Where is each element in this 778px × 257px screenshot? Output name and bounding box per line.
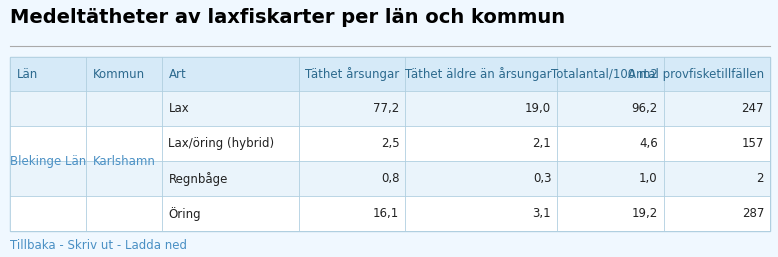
Text: 0,3: 0,3 bbox=[533, 172, 552, 185]
Text: Täthet årsungar: Täthet årsungar bbox=[305, 67, 399, 81]
FancyBboxPatch shape bbox=[10, 57, 770, 91]
Text: 19,2: 19,2 bbox=[632, 207, 657, 220]
Text: Lax: Lax bbox=[169, 103, 189, 115]
Text: Totalantal/100 m2: Totalantal/100 m2 bbox=[551, 68, 657, 80]
Text: Regnbåge: Regnbåge bbox=[169, 172, 228, 186]
Text: 96,2: 96,2 bbox=[632, 103, 657, 115]
Text: 4,6: 4,6 bbox=[639, 137, 657, 150]
FancyBboxPatch shape bbox=[10, 161, 770, 196]
Text: Täthet äldre än årsungar: Täthet äldre än årsungar bbox=[405, 67, 552, 81]
Text: 0,8: 0,8 bbox=[380, 172, 399, 185]
Text: Medeltätheter av laxfiskarter per län och kommun: Medeltätheter av laxfiskarter per län oc… bbox=[10, 8, 566, 27]
Text: 157: 157 bbox=[741, 137, 764, 150]
Text: Län: Län bbox=[16, 68, 38, 80]
Text: Kommun: Kommun bbox=[93, 68, 145, 80]
Text: Karlshamn: Karlshamn bbox=[93, 155, 156, 168]
Text: 247: 247 bbox=[741, 103, 764, 115]
Text: 19,0: 19,0 bbox=[525, 103, 552, 115]
Text: Blekinge Län: Blekinge Län bbox=[10, 155, 86, 168]
Text: 287: 287 bbox=[741, 207, 764, 220]
Text: Antal provfisketillfällen: Antal provfisketillfällen bbox=[628, 68, 764, 80]
Text: Lax/öring (hybrid): Lax/öring (hybrid) bbox=[169, 137, 275, 150]
Text: 2,1: 2,1 bbox=[532, 137, 552, 150]
Text: 1,0: 1,0 bbox=[639, 172, 657, 185]
FancyBboxPatch shape bbox=[10, 196, 770, 231]
Text: 3,1: 3,1 bbox=[533, 207, 552, 220]
Text: 2: 2 bbox=[756, 172, 764, 185]
FancyBboxPatch shape bbox=[10, 91, 770, 126]
Text: Art: Art bbox=[169, 68, 186, 80]
Text: 77,2: 77,2 bbox=[373, 103, 399, 115]
FancyBboxPatch shape bbox=[10, 126, 770, 161]
Text: Tillbaka - Skriv ut - Ladda ned: Tillbaka - Skriv ut - Ladda ned bbox=[10, 239, 187, 252]
FancyBboxPatch shape bbox=[10, 57, 770, 231]
Text: 2,5: 2,5 bbox=[380, 137, 399, 150]
Text: 16,1: 16,1 bbox=[373, 207, 399, 220]
Text: Öring: Öring bbox=[169, 207, 202, 221]
